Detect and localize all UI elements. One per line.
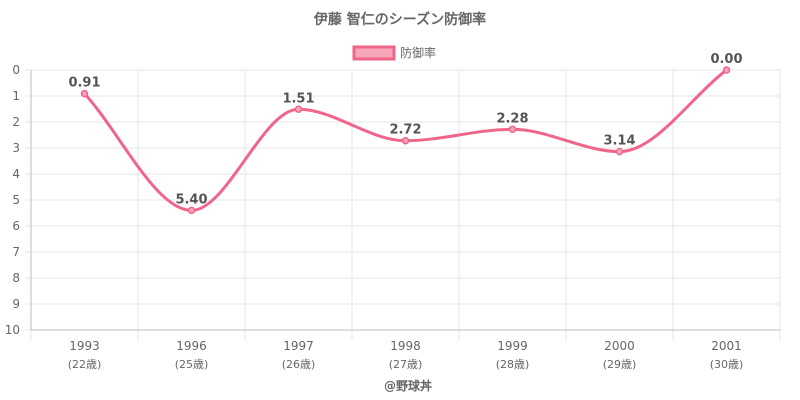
y-tick-label: 7 (12, 245, 20, 259)
x-tick-label: 1997 (283, 339, 314, 353)
y-tick-label: 3 (12, 141, 20, 155)
y-tick-label: 8 (12, 271, 20, 285)
data-point[interactable] (722, 66, 731, 74)
y-tick-label: 4 (12, 167, 20, 181)
axes: 0 1 2 3 4 5 6 7 8 9 10 1993 (22歳) 1996 (25歳) 1997 (26歳) 1… (5, 63, 780, 371)
x-tick-sublabel: (30歳) (710, 358, 744, 371)
y-tick-label: 9 (12, 297, 20, 311)
data-labels: 0.91 5.40 1.51 2.72 2.28 3.14 0.00 (68, 52, 742, 207)
x-tick-sublabel: (27歳) (389, 358, 423, 371)
data-point[interactable] (80, 89, 89, 98)
legend-swatch (352, 45, 396, 61)
x-tick-sublabel: (25歳) (175, 358, 209, 371)
x-tick-sublabel: (29歳) (603, 358, 637, 371)
x-tick-label: 1996 (176, 339, 207, 353)
data-label: 2.72 (389, 123, 421, 138)
series-era (80, 66, 731, 215)
data-point[interactable] (508, 125, 517, 134)
x-tick-label: 2000 (604, 339, 635, 353)
data-point[interactable] (187, 206, 196, 215)
data-label: 0.00 (710, 52, 742, 67)
data-label: 2.28 (496, 111, 528, 126)
chart-title: 伊藤 智仁のシーズン防御率 (313, 11, 486, 28)
x-tick-label: 1998 (390, 339, 421, 353)
grid (25, 69, 781, 340)
data-point[interactable] (401, 136, 410, 145)
x-tick-label: 2001 (711, 339, 742, 353)
data-point[interactable] (294, 105, 303, 114)
data-label: 5.40 (175, 192, 207, 207)
y-tick-label: 2 (12, 115, 20, 129)
y-tick-label: 10 (5, 323, 20, 337)
y-tick-label: 6 (12, 219, 20, 233)
x-tick-label: 1993 (69, 339, 100, 353)
data-label: 0.91 (68, 76, 100, 91)
data-point[interactable] (615, 147, 624, 156)
x-tick-sublabel: (22歳) (68, 358, 102, 371)
credit-label: @野球丼 (384, 378, 432, 393)
legend[interactable]: 防御率 (352, 45, 436, 61)
x-tick-sublabel: (26歳) (282, 358, 316, 371)
x-tick-label: 1999 (497, 339, 528, 353)
y-tick-label: 0 (12, 63, 20, 77)
x-tick-sublabel: (28歳) (496, 358, 530, 371)
legend-label: 防御率 (400, 45, 436, 60)
data-label: 1.51 (282, 91, 314, 106)
y-tick-label: 1 (12, 89, 20, 103)
y-tick-label: 5 (12, 193, 20, 207)
data-label: 3.14 (603, 134, 635, 149)
